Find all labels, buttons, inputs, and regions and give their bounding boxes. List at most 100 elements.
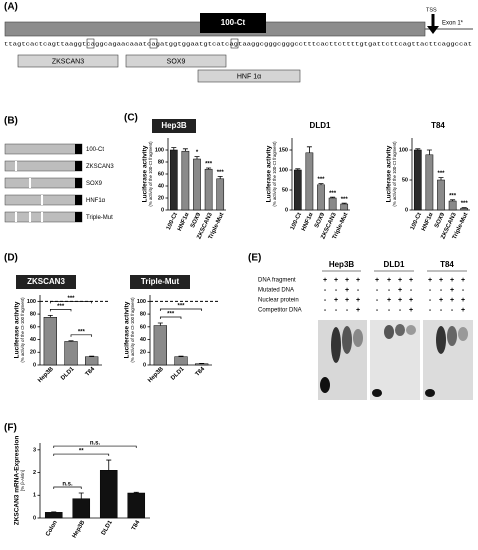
emsa xyxy=(318,320,473,400)
y-axis-label: [% β-Aktin] xyxy=(20,470,25,491)
row-label: Mutated DNA xyxy=(258,288,294,294)
title-box xyxy=(130,275,190,289)
lane-sign: + xyxy=(334,297,338,304)
comparison-bracket xyxy=(159,316,182,319)
y-tick-label: 0 xyxy=(405,207,408,213)
title-box xyxy=(16,275,76,289)
error-bar xyxy=(206,167,212,170)
exon-block xyxy=(75,161,82,171)
gel-band xyxy=(425,389,435,397)
comparison-label: n.s. xyxy=(90,441,101,447)
y-axis-label: Luciferase activity xyxy=(14,301,21,358)
x-tick-label: HNF1α xyxy=(177,212,191,232)
panel-label: (C) xyxy=(124,113,138,124)
construct-label: SOX9 xyxy=(86,181,103,187)
tss-arrow-head xyxy=(427,26,439,34)
row-label: Nuclear protein xyxy=(258,298,299,304)
error-bar xyxy=(89,355,95,357)
y-tick-label: 80 xyxy=(30,312,36,318)
lane-sign: - xyxy=(376,297,379,304)
lane-sign: + xyxy=(450,277,454,284)
y-tick-label: 2 xyxy=(33,470,36,476)
bar xyxy=(317,184,325,211)
chart-title: T84 xyxy=(431,121,445,130)
gel-band xyxy=(342,326,352,354)
bar xyxy=(340,203,349,211)
y-tick-label: 0 xyxy=(33,362,36,368)
construct-bar xyxy=(4,177,83,189)
site-bar xyxy=(17,54,119,68)
site-label: SOX9 xyxy=(167,58,186,65)
significance: *** xyxy=(341,197,349,203)
comparison-label: *** xyxy=(177,304,185,310)
lane-sign: - xyxy=(324,307,327,314)
comparison-label: n.s. xyxy=(62,482,73,488)
bar xyxy=(425,154,434,211)
y-tick-label: 40 xyxy=(158,183,164,189)
bar xyxy=(195,363,209,366)
bar xyxy=(216,178,225,211)
lane-sign: - xyxy=(357,287,360,294)
comparison-bracket xyxy=(70,334,93,337)
panel-label: (F) xyxy=(4,423,17,434)
comparison-label: *** xyxy=(78,329,86,335)
tss-label: TSS xyxy=(426,7,437,13)
lane-sign: - xyxy=(429,307,432,314)
construct-label: 100-Ct xyxy=(86,147,104,153)
lane-sign: - xyxy=(335,307,338,314)
mutation xyxy=(41,195,43,205)
lane-sign: + xyxy=(409,297,413,304)
lane-group: T84 xyxy=(440,260,454,269)
lane-sign: + xyxy=(428,277,432,284)
y-tick-label: 60 xyxy=(140,324,146,330)
lane-sign: - xyxy=(451,307,454,314)
significance: *** xyxy=(461,201,469,207)
lane-sign: - xyxy=(429,297,432,304)
gel-band xyxy=(436,326,446,354)
error-bar xyxy=(194,156,200,159)
y-tick-label: 100 xyxy=(137,299,146,305)
error-bar xyxy=(306,146,312,153)
error-bar xyxy=(68,340,74,342)
row-label: Competitor DNA xyxy=(258,308,302,314)
y-axis-label: (% activity of the 100-Ct fragment) xyxy=(272,141,277,207)
comparison-bracket xyxy=(53,486,82,489)
lane-sign: + xyxy=(345,277,349,284)
bar xyxy=(44,512,63,519)
mutation xyxy=(15,212,17,222)
lane-sign: + xyxy=(387,277,391,284)
comparison-bracket xyxy=(53,453,110,457)
y-tick-label: 100 xyxy=(155,147,164,153)
construct-label: ZKSCAN3 xyxy=(86,164,114,170)
y-axis-label: Luciferase activity xyxy=(386,145,393,202)
gel-band xyxy=(372,389,382,397)
y-tick-label: 0 xyxy=(33,515,36,521)
chart-title: DLD1 xyxy=(310,121,331,130)
lane-sign: - xyxy=(376,287,379,294)
site-box xyxy=(230,38,239,49)
promoter-map: 100-Ct TSS Exon 1* ttagtcactcagttaaggtca… xyxy=(4,7,473,83)
significance: *** xyxy=(449,193,457,199)
error-bar xyxy=(78,492,84,499)
error-bar xyxy=(450,199,456,201)
bar xyxy=(127,492,146,519)
lane-sign: + xyxy=(398,287,402,294)
x-tick-label: HNF1α xyxy=(421,212,435,232)
y-tick-label: 40 xyxy=(30,337,36,343)
y-tick-label: 60 xyxy=(30,324,36,330)
bar xyxy=(64,341,78,366)
significance: * xyxy=(196,150,199,156)
y-axis-label: Luciferase activity xyxy=(142,145,149,202)
lane-sign: - xyxy=(388,307,391,314)
site-label: HNF 1α xyxy=(237,73,261,80)
lane-group: DLD1 xyxy=(384,260,405,269)
exon-block xyxy=(75,144,82,154)
bar xyxy=(328,197,337,211)
y-tick-label: 100 xyxy=(399,147,408,153)
y-axis-label: ZKSCAN3 mRNA-Expression xyxy=(14,436,21,526)
panel-label: (D) xyxy=(4,253,18,264)
bar xyxy=(174,356,188,366)
lane-sign: + xyxy=(356,277,360,284)
error-bar xyxy=(171,147,177,150)
gel-band xyxy=(395,324,405,336)
